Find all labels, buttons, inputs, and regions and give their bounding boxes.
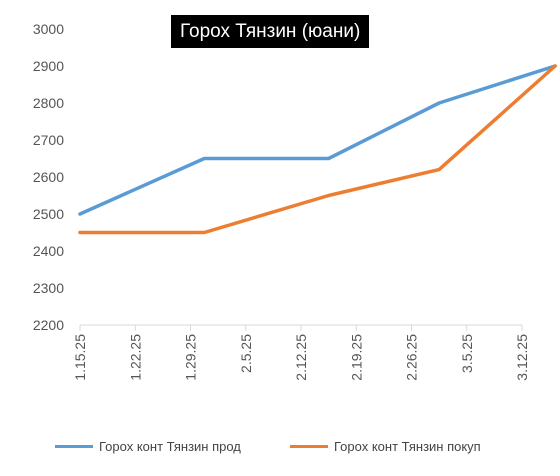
x-tick-label: 2.19.25 (348, 334, 364, 381)
legend-swatch-series-1 (55, 444, 93, 448)
data-point (327, 194, 331, 197)
y-tick-label: 2800 (33, 95, 64, 111)
data-point (553, 64, 557, 68)
y-tick-label: 2600 (33, 169, 64, 185)
y-tick-label: 2200 (33, 317, 64, 333)
x-tick-label: 2.5.25 (238, 334, 254, 373)
x-tick-label: 1.22.25 (127, 334, 143, 381)
y-tick-label: 2300 (33, 280, 64, 296)
y-tick-label: 2400 (33, 243, 64, 259)
y-axis: 2200 2300 2400 2500 2600 2700 2800 2900 3000 (33, 21, 64, 333)
y-tick-label: 3000 (33, 21, 64, 37)
series-line-2 (78, 64, 557, 235)
data-point (202, 231, 206, 234)
legend-label-series-2: Горох конт Тянзин покуп (334, 438, 481, 454)
legend-swatch-series-2 (290, 444, 328, 448)
x-tick-label: 3.5.25 (459, 334, 475, 373)
x-tick-label: 2.12.25 (293, 334, 309, 381)
data-point (78, 231, 82, 234)
x-tick-label: 1.29.25 (183, 334, 199, 381)
x-tick-label: 1.15.25 (72, 334, 88, 381)
y-tick-label: 2700 (33, 132, 64, 148)
data-point (78, 212, 82, 216)
y-tick-label: 2500 (33, 206, 64, 222)
legend: Горох конт Тянзин прод Горох конт Тянзин… (0, 434, 560, 458)
data-point (437, 101, 441, 105)
x-axis: 1.15.25 1.22.25 1.29.25 2.5.25 2.12.25 2.19.2… (72, 324, 530, 381)
legend-label-series-1: Горох конт Тянзин прод (99, 438, 241, 454)
data-point (437, 168, 441, 172)
data-point (202, 157, 206, 160)
legend-item-series-2: Горох конт Тянзин покуп (290, 434, 481, 458)
series-line-1 (78, 64, 557, 216)
x-tick-label: 2.26.25 (404, 334, 420, 381)
x-tick-label: 3.12.25 (514, 334, 530, 381)
series-layer (78, 64, 557, 235)
chart-title: Горох Тянзин (юани) (171, 15, 370, 48)
legend-item-series-1: Горох конт Тянзин прод (55, 434, 241, 458)
data-point (327, 157, 331, 160)
y-tick-label: 2900 (33, 58, 64, 74)
